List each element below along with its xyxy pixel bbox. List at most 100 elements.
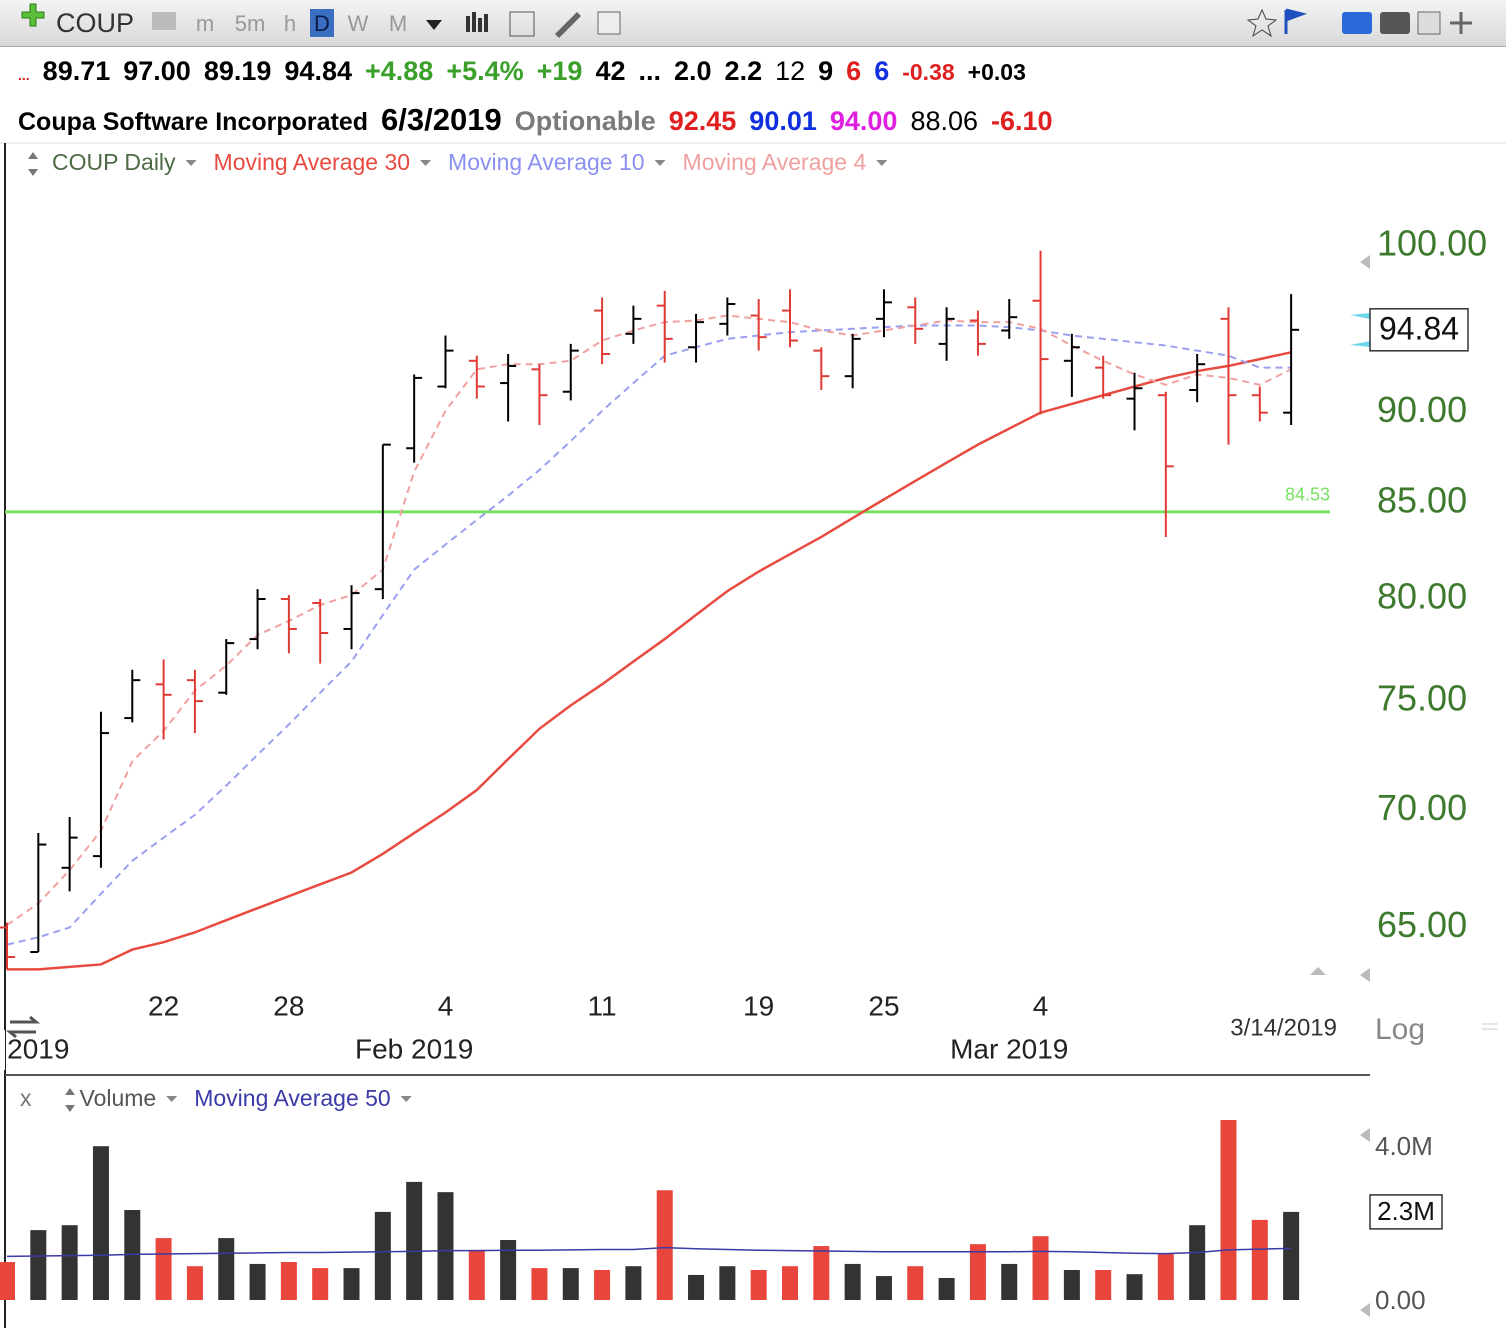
- toolbar-icons: COUP m 5m h D W M: [21, 3, 1472, 38]
- volume-bar: [186, 1266, 203, 1300]
- note-icon[interactable]: [597, 11, 621, 35]
- volume-bar: [1220, 1120, 1237, 1300]
- y-tick-label: 70.00: [1377, 787, 1467, 828]
- legend-arrows: [65, 1088, 75, 1112]
- volume-bar: [312, 1268, 329, 1300]
- save-icon[interactable]: [1417, 11, 1441, 35]
- volume-bar: [1001, 1263, 1018, 1300]
- legend-dropdown: [654, 160, 666, 166]
- grid-icon[interactable]: [509, 11, 535, 37]
- x-tick-label: 28: [273, 990, 304, 1021]
- legend-arrows: [28, 152, 38, 176]
- volume-bar: [531, 1268, 548, 1300]
- legend-dropdown: [185, 160, 197, 166]
- legend-dropdown: [420, 160, 432, 166]
- moving-average: [6, 324, 1292, 946]
- quote-item: 6/3/2019: [381, 102, 502, 137]
- volume-bar: [249, 1263, 266, 1300]
- volume-bar: [1283, 1211, 1300, 1300]
- quote-item: 88.06: [910, 106, 979, 136]
- last-price-box: [1369, 308, 1469, 352]
- symbol[interactable]: COUP: [56, 8, 134, 38]
- price-marker: [1350, 313, 1370, 347]
- dropdown[interactable]: [426, 20, 442, 30]
- horizontal-line-label: 84.53: [1285, 485, 1330, 505]
- x-tick-label: 4: [438, 990, 454, 1021]
- quote-row: ... 89.71 97.00 89.19 94.84 +4.88 +5.4% +19 42..…: [18, 56, 1026, 87]
- legend-item[interactable]: Moving Average 30: [214, 149, 411, 175]
- y-tick-label: 90.00: [1377, 389, 1467, 430]
- move-icon[interactable]: [1450, 12, 1472, 34]
- volume-bar: [719, 1266, 736, 1300]
- t-icon[interactable]: [1380, 12, 1410, 34]
- name-row: Coupa Software Incorporated 6/3/2019 Optio…: [18, 102, 1053, 138]
- volume-bar: [406, 1181, 423, 1300]
- legend-item[interactable]: Moving Average 10: [448, 149, 645, 175]
- last-volume-box: [1369, 1194, 1443, 1230]
- s-icon[interactable]: [1342, 12, 1372, 34]
- add-icon[interactable]: [21, 3, 45, 27]
- interval[interactable]: M: [389, 11, 407, 36]
- interval[interactable]: m: [196, 11, 214, 36]
- y-tick-label: 65.00: [1377, 904, 1467, 945]
- date-label: 3/14/2019: [1230, 1014, 1337, 1041]
- y-tick-label: 80.00: [1377, 576, 1467, 617]
- quote-item: ...: [638, 56, 661, 86]
- bar-icon[interactable]: [466, 12, 488, 32]
- volume-bar: [30, 1230, 47, 1300]
- moving-average: [7, 351, 1292, 971]
- y-tick-label: 100.00: [1377, 223, 1487, 264]
- volume-tick-label: 0.00: [1375, 1285, 1426, 1315]
- legend-item[interactable]: COUP Daily: [52, 149, 176, 175]
- pen-icon[interactable]: [555, 12, 581, 38]
- interval[interactable]: h: [284, 11, 296, 36]
- x-tick-label: 22: [148, 990, 179, 1021]
- volume-bar: [61, 1225, 78, 1300]
- volume-bar: [1032, 1236, 1049, 1300]
- menu-icon: [1482, 1023, 1498, 1030]
- volume-bar: [437, 1192, 454, 1300]
- volume-bar: [750, 1270, 767, 1300]
- quote-item: 6: [874, 56, 890, 86]
- quote-item: 2.2: [724, 56, 763, 86]
- volume-bar: [656, 1190, 673, 1300]
- interval[interactable]: 5m: [235, 11, 266, 36]
- x-tick-label: 19: [743, 990, 774, 1021]
- quote-item: 94.84: [284, 56, 352, 86]
- x-month-label: 2019: [7, 1033, 69, 1064]
- legend-item[interactable]: Moving Average 4: [683, 149, 867, 175]
- quote-item: 89.71: [42, 56, 111, 86]
- volume-bar: [92, 1146, 109, 1300]
- quote-item: 6: [846, 56, 862, 86]
- star-icon[interactable]: [1246, 8, 1278, 38]
- volume-bar: [594, 1270, 611, 1300]
- volume-bar: [813, 1246, 830, 1300]
- flag-icon[interactable]: [1284, 8, 1308, 34]
- quote-item: -6.10: [991, 106, 1053, 136]
- quote-item: 2.0: [674, 56, 712, 86]
- volume-bar: [374, 1211, 391, 1300]
- quote-item: ...: [18, 67, 30, 83]
- quote-item: 90.01: [749, 106, 817, 136]
- tool-icon[interactable]: [152, 12, 176, 30]
- volume-bar: [562, 1268, 579, 1300]
- volume-bar: [969, 1244, 986, 1300]
- volume-legend-item[interactable]: x: [20, 1085, 32, 1111]
- x-month-label: Feb 2019: [355, 1033, 473, 1064]
- volume-bar: [782, 1266, 798, 1300]
- volume-legend-item[interactable]: Volume: [80, 1085, 157, 1111]
- volume-bar: [1189, 1225, 1206, 1300]
- volume-bar: [280, 1262, 297, 1300]
- active-interval: [310, 9, 334, 37]
- interval[interactable]: D: [314, 11, 330, 36]
- interval[interactable]: W: [348, 11, 369, 36]
- quote-item: 94.00: [829, 106, 898, 136]
- x-tick-label: 11: [588, 990, 617, 1021]
- volume-legend-item[interactable]: Moving Average 50: [194, 1085, 391, 1111]
- volume-bar: [155, 1238, 172, 1300]
- scroll-arrows[interactable]: [1310, 255, 1370, 1317]
- moving-average: [6, 314, 1292, 926]
- volume-bar: [500, 1240, 517, 1300]
- last-volume: 2.3M: [1377, 1196, 1435, 1226]
